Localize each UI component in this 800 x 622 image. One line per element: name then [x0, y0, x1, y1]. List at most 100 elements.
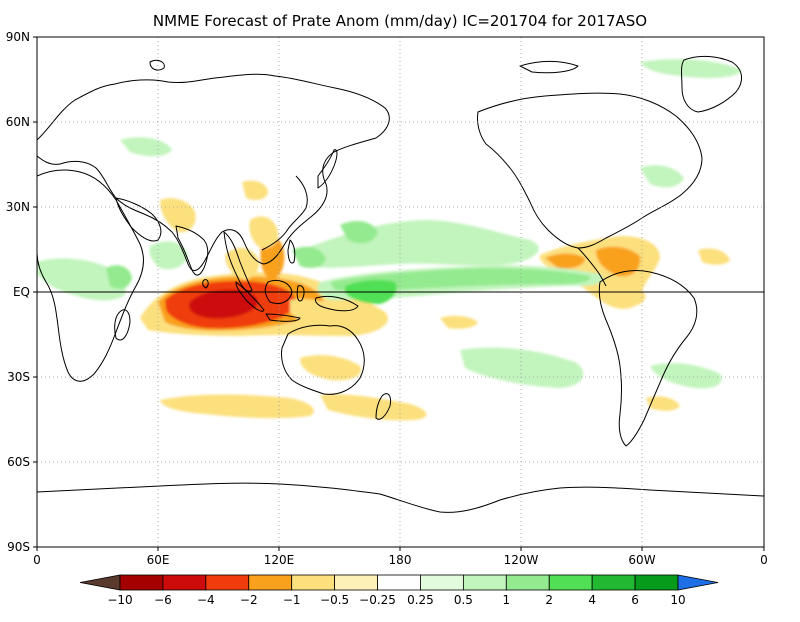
figure-title: NMME Forecast of Prate Anom (mm/day) IC=…: [153, 12, 647, 30]
coastline-north-america: [477, 92, 703, 249]
coastline-new-zealand: [375, 393, 391, 420]
anomaly-east-africa-wet: [106, 265, 132, 289]
map-content: [37, 37, 764, 547]
anomaly-timor-sea: [290, 298, 364, 335]
colorbar-tick-label: 6: [631, 593, 639, 607]
coastline-antarctica: [37, 482, 764, 513]
colorbar-swatch: [162, 574, 207, 591]
lon-label-0-left: 0: [33, 553, 41, 567]
colorbar-tick-label: 10: [670, 593, 685, 607]
coastline-madagascar: [114, 309, 131, 341]
colorbar-swatch: [205, 574, 250, 591]
colorbar-swatch: [548, 574, 593, 591]
anomaly-india-wet: [149, 241, 188, 270]
anomaly-northern-europe-wet: [120, 137, 172, 157]
anomaly-atlantic-dry: [698, 248, 730, 265]
colorbar-swatch: [119, 574, 164, 591]
lat-label-eq: EQ: [13, 285, 30, 299]
colorbar-swatch: [634, 574, 679, 591]
coastline-india: [175, 225, 209, 276]
anomaly-central-asia: [242, 180, 268, 201]
lon-label-60e: 60E: [147, 553, 170, 567]
colorbar-arrow-high: [677, 574, 719, 591]
coastline-arabia: [115, 197, 162, 242]
anomaly-australia-south: [300, 355, 361, 381]
colorbar-tick-label: 0.5: [454, 593, 473, 607]
coastlines: [37, 55, 764, 513]
colorbar-swatch: [420, 574, 464, 591]
anomaly-south-pacific-dry: [440, 315, 478, 329]
colorbar-swatch: [248, 574, 293, 591]
lat-label-60s: 60S: [7, 455, 30, 469]
coastline-south-america: [598, 269, 698, 447]
coastline-arctic-islands: [519, 61, 579, 74]
coastline-greenland: [681, 55, 742, 113]
coastline-new-guinea: [315, 295, 359, 312]
colorbar-arrow-low: [79, 574, 121, 591]
colorbar-tick-label: 2: [545, 593, 553, 607]
colorbar: [79, 574, 719, 591]
coastline-sulawesi: [296, 285, 305, 302]
colorbar-swatch: [377, 574, 421, 591]
colorbar-tick-label: −0.5: [320, 593, 349, 607]
anomaly-south-china-sea: [249, 216, 279, 249]
anomaly-nw-pacific-wet: [340, 220, 378, 244]
anomaly-south-atlantic-dry: [646, 396, 680, 411]
lat-label-30s: 30S: [7, 370, 30, 384]
anomaly-south-pacific-wet: [460, 347, 584, 388]
coastline-borneo: [264, 279, 293, 305]
lon-label-120w: 120W: [504, 553, 539, 567]
lon-label-60w: 60W: [628, 553, 655, 567]
colorbar-tick-label: 4: [588, 593, 596, 607]
anomaly-south-indian-band: [160, 394, 314, 419]
coastline-eurasia: [37, 73, 390, 271]
axis-ticks: [33, 36, 765, 551]
coastline-sumatra: [235, 281, 265, 312]
anomaly-south-atlantic-wet: [650, 363, 722, 389]
coastline-svalbard: [149, 59, 165, 71]
coastline-java: [265, 313, 301, 322]
latitude-labels: 90N 60N 30N EQ 30S 60S 90S: [6, 30, 30, 554]
gridlines: [37, 37, 764, 547]
anomaly-caribbean-orange: [545, 253, 585, 269]
coastline-se-asia: [223, 231, 253, 292]
anomaly-brazil-north: [611, 284, 646, 306]
colorbar-tick-label: −0.25: [359, 593, 396, 607]
lon-label-0-right: 0: [760, 553, 768, 567]
colorbar-tick-label: 1: [502, 593, 510, 607]
anomaly-bay-of-bengal: [225, 247, 260, 280]
coastline-japan: [317, 149, 338, 189]
coastline-east-asia: [261, 175, 308, 251]
colorbar-swatch: [462, 574, 507, 591]
lat-label-30n: 30N: [6, 200, 30, 214]
coastline-africa: [37, 169, 144, 382]
anomaly-west-africa-wet: [37, 258, 126, 301]
coastline-philippines: [287, 239, 296, 264]
anomaly-philippine-wet: [292, 246, 326, 268]
colorbar-tick-label: −6: [154, 593, 172, 607]
colorbar-labels: −10 −6 −4 −2 −1 −0.5 −0.25 0.25 0.5 1 2 4 6 10: [107, 593, 685, 607]
anomaly-venezuela-orange: [596, 246, 641, 277]
colorbar-swatch: [334, 574, 378, 591]
coastline-australia: [281, 324, 365, 395]
lon-label-120e: 120E: [264, 553, 295, 567]
anomaly-shading: [37, 59, 742, 421]
coastline-sri-lanka: [202, 279, 209, 289]
longitude-labels: 0 60E 120E 180 120W 60W 0: [33, 553, 768, 567]
colorbar-swatch: [291, 574, 336, 591]
coastline-central-america: [577, 247, 607, 287]
anomaly-indian-ocean-core: [189, 289, 258, 319]
anomaly-north-america-wet: [640, 165, 684, 188]
lon-label-180: 180: [389, 553, 412, 567]
colorbar-tick-label: −1: [283, 593, 301, 607]
lat-label-90n: 90N: [6, 30, 30, 44]
colorbar-tick-label: −10: [107, 593, 132, 607]
anomaly-arabia: [160, 198, 196, 233]
colorbar-swatch: [505, 574, 550, 591]
lat-label-60n: 60N: [6, 115, 30, 129]
colorbar-tick-label: 0.25: [407, 593, 434, 607]
colorbar-tick-label: −4: [197, 593, 215, 607]
colorbar-tick-label: −2: [240, 593, 258, 607]
